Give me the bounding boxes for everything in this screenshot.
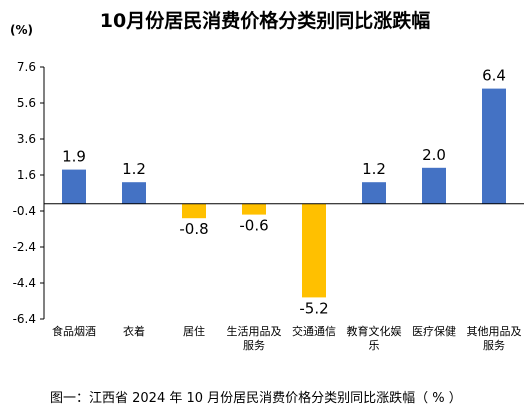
figure-caption: 图一：江西省 2024 年 10 月份居民消费价格分类别同比涨跌幅（ % ） xyxy=(50,390,462,406)
x-tick-label-line: 衣着 xyxy=(123,324,145,338)
bar xyxy=(62,169,86,204)
bar xyxy=(482,88,506,204)
data-label: -5.2 xyxy=(299,299,328,317)
x-tick-label: 医疗保健 xyxy=(412,324,456,338)
x-tick-label-line: 服务 xyxy=(243,339,265,352)
bar xyxy=(182,203,206,219)
bar xyxy=(242,203,266,215)
x-tick-label: 衣着 xyxy=(123,324,145,338)
chart-title: 10月份居民消费价格分类别同比涨跌幅 xyxy=(100,9,430,32)
x-tick-label: 生活用品及服务 xyxy=(227,324,282,352)
y-tick-label: -4.4 xyxy=(13,276,36,290)
y-tick-label: 5.6 xyxy=(17,96,36,110)
x-tick-label: 其他用品及服务 xyxy=(467,325,522,352)
y-tick-label: 1.6 xyxy=(17,168,36,182)
x-tick-label-line: 服务 xyxy=(483,339,505,352)
y-tick-label: 3.6 xyxy=(17,132,36,146)
data-label: 1.9 xyxy=(62,148,86,166)
data-label: 1.2 xyxy=(362,160,386,178)
data-label: -0.6 xyxy=(239,217,268,235)
y-tick-label: 7.6 xyxy=(17,60,36,74)
data-label: 2.0 xyxy=(422,146,446,164)
data-label: -0.8 xyxy=(179,220,208,238)
data-label: 6.4 xyxy=(482,67,506,85)
bar xyxy=(122,182,146,204)
bar xyxy=(422,167,446,204)
x-tick-label-line: 医疗保健 xyxy=(412,324,456,338)
x-tick-label: 教育文化娱乐 xyxy=(347,324,402,352)
bar xyxy=(302,203,326,298)
x-tick-label-line: 食品烟酒 xyxy=(52,324,96,338)
x-tick-label-line: 交通通信 xyxy=(292,324,336,338)
x-tick-label-line: 其他用品及 xyxy=(467,325,522,338)
x-tick-label: 交通通信 xyxy=(292,324,336,338)
x-tick-label: 居住 xyxy=(183,324,205,338)
x-tick-label-line: 居住 xyxy=(183,324,205,338)
x-tick-label-line: 生活用品及 xyxy=(227,324,282,338)
x-tick-label: 食品烟酒 xyxy=(52,324,96,338)
data-label: 1.2 xyxy=(122,160,146,178)
bar xyxy=(362,182,386,204)
y-axis-unit-label: (%) xyxy=(10,23,33,37)
y-tick-label: -2.4 xyxy=(13,240,36,254)
y-tick-label: -0.4 xyxy=(13,204,36,218)
x-tick-label-line: 乐 xyxy=(369,339,380,352)
y-tick-label: -6.4 xyxy=(13,312,36,326)
x-tick-label-line: 教育文化娱 xyxy=(347,324,402,338)
plot-area: 7.6 5.6 3.6 1.6 -0.4 -2.4 -4.4 -6.4 1.9 食品烟酒 1.2 衣着… xyxy=(13,60,524,352)
